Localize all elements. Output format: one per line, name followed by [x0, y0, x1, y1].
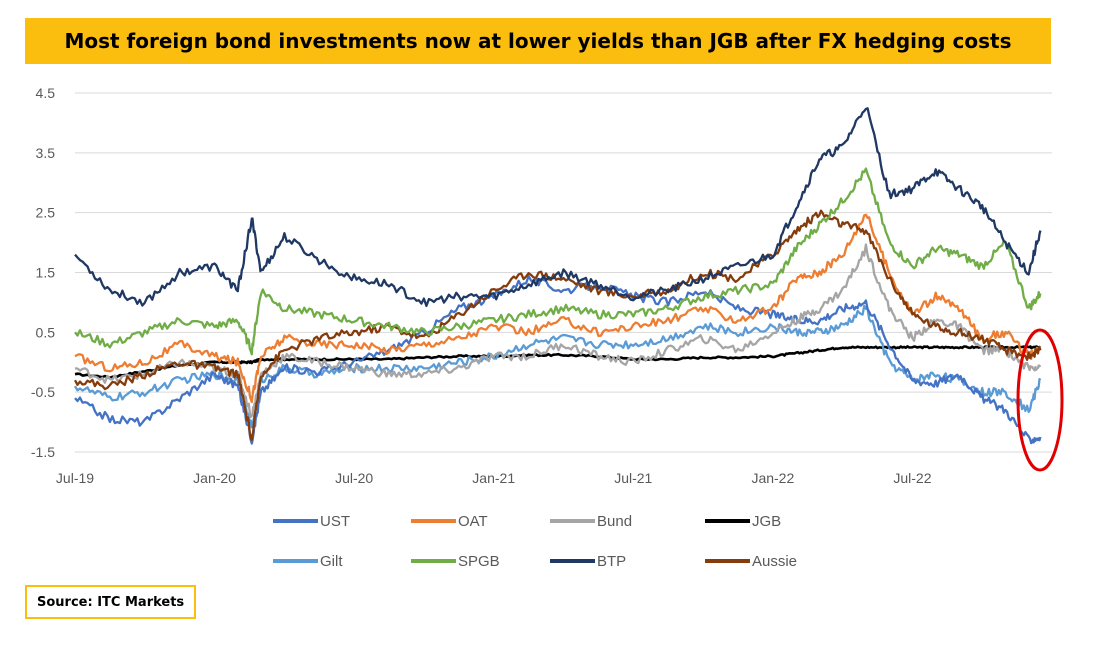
- y-tick-label: 1.5: [36, 265, 56, 281]
- x-tick-label: Jul-21: [614, 470, 652, 486]
- legend-label: JGB: [752, 513, 781, 530]
- x-tick-label: Jul-20: [335, 470, 373, 486]
- legend-label: Gilt: [320, 553, 343, 570]
- y-tick-label: 2.5: [36, 205, 56, 221]
- source-text: Source: ITC Markets: [37, 594, 185, 610]
- x-axis-ticks: Jul-19 Jan-20 Jul-20 Jan-21 Jul-21 Jan-22 Jul-…: [56, 470, 932, 486]
- series-line-bund: [74, 243, 1042, 419]
- y-tick-label: -1.5: [31, 444, 55, 460]
- y-axis-ticks: 4.5 3.5 2.5 1.5 0.5 -0.5 -1.5: [31, 85, 55, 460]
- y-tick-label: -0.5: [31, 384, 55, 400]
- legend-label: UST: [320, 513, 350, 530]
- x-tick-label: Jul-22: [893, 470, 931, 486]
- chart-title: Most foreign bond investments now at low…: [64, 29, 1012, 53]
- legend-label: OAT: [458, 513, 488, 530]
- legend-label: Aussie: [752, 553, 797, 570]
- highlight-annotation: [1016, 328, 1064, 472]
- legend-label: Bund: [597, 513, 632, 530]
- x-tick-label: Jan-21: [472, 470, 515, 486]
- y-tick-label: 0.5: [36, 324, 56, 340]
- series-line-oat: [74, 213, 1042, 404]
- highlight-ellipse: [1016, 328, 1064, 472]
- x-tick-label: Jul-19: [56, 470, 94, 486]
- legend-label: SPGB: [458, 553, 500, 570]
- x-tick-label: Jan-22: [751, 470, 794, 486]
- legend-label: BTP: [597, 553, 626, 570]
- chart-title-banner: Most foreign bond investments now at low…: [25, 18, 1051, 64]
- series-line-aussie: [73, 209, 1042, 441]
- series-line-spgb: [74, 167, 1042, 356]
- series-lines: [73, 107, 1042, 445]
- y-tick-label: 3.5: [36, 145, 56, 161]
- x-tick-label: Jan-20: [193, 470, 236, 486]
- source-note: Source: ITC Markets: [25, 585, 197, 619]
- y-tick-label: 4.5: [36, 85, 56, 101]
- series-line-btp: [74, 107, 1042, 308]
- legend: UST OAT Bund JGB Gilt SPGB BTP Aussie: [273, 513, 797, 570]
